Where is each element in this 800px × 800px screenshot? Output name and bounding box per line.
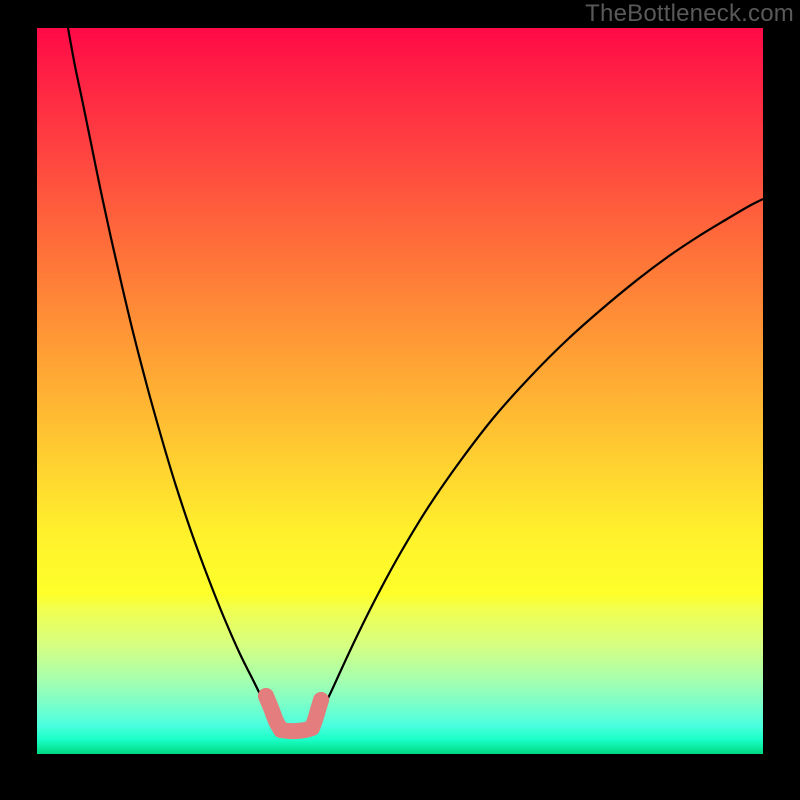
curve-right xyxy=(318,199,763,718)
curve-left xyxy=(68,28,274,718)
marker-v-shape xyxy=(258,688,329,731)
plot-area xyxy=(37,28,763,754)
watermark-text: TheBottleneck.com xyxy=(585,0,794,28)
curve-layer xyxy=(37,28,763,754)
chart-frame: TheBottleneck.com xyxy=(0,0,800,800)
